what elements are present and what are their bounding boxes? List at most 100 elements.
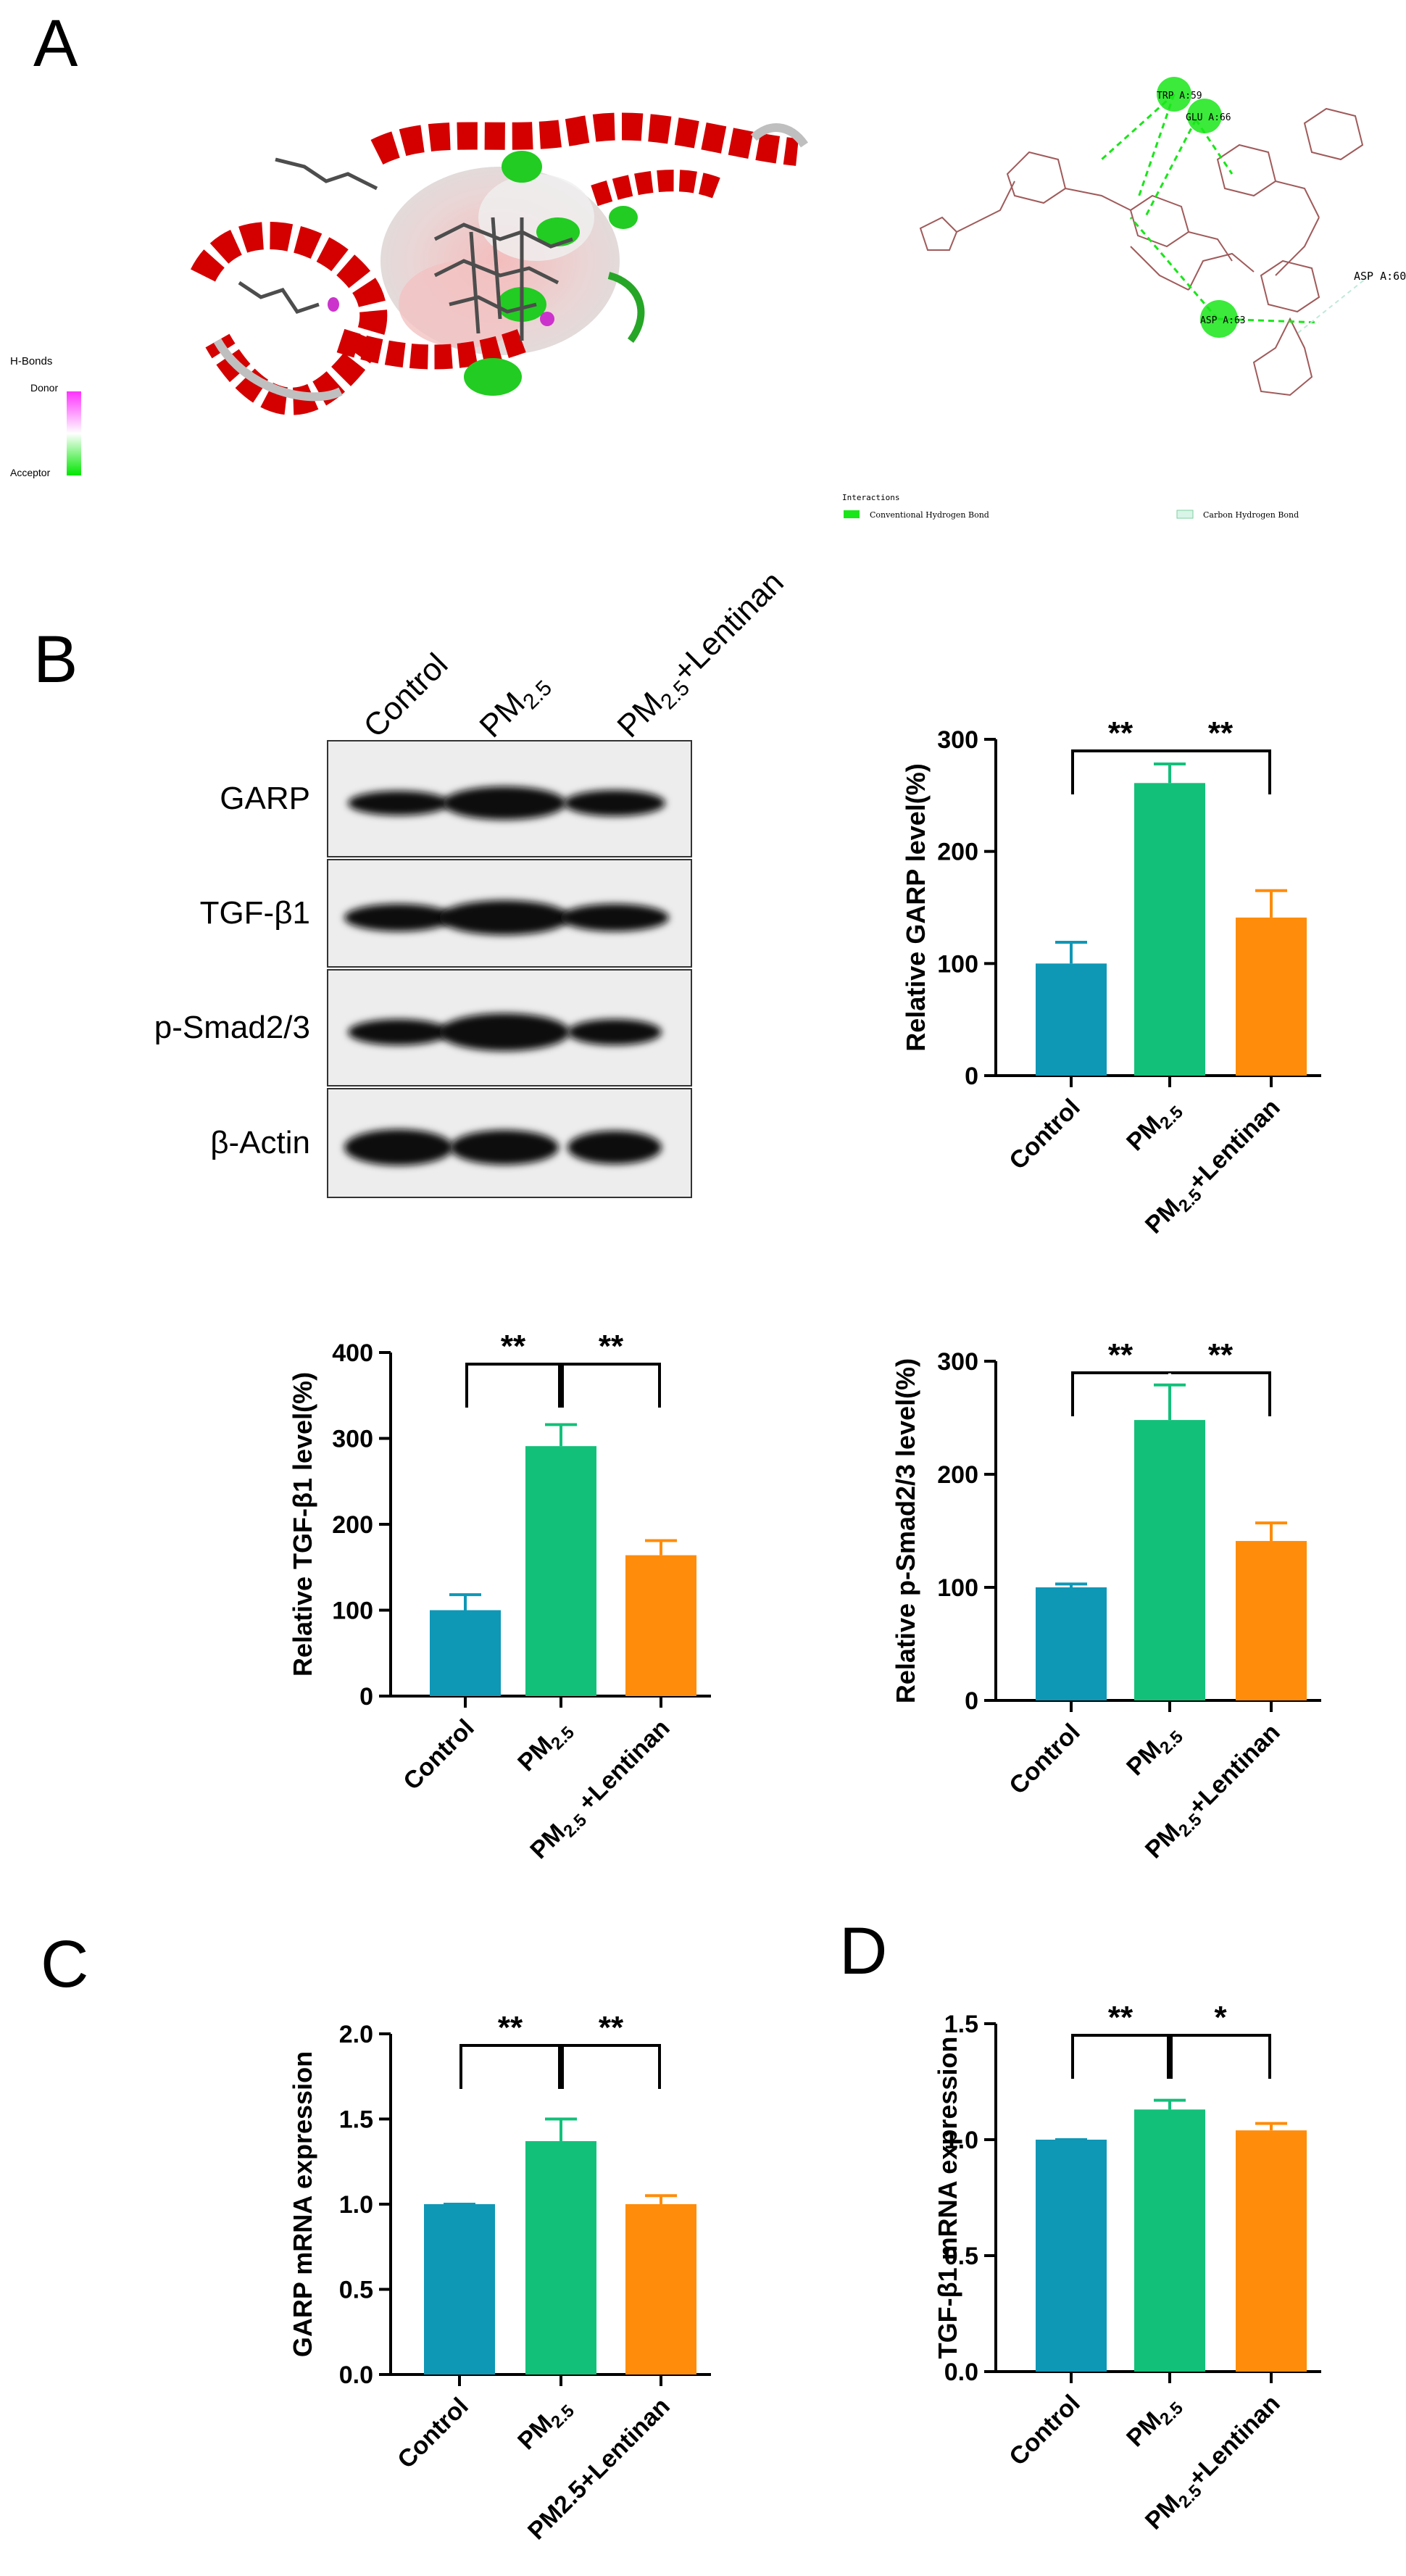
blot-band: [443, 786, 566, 820]
blot-protein-label: p-Smad2/3: [154, 1010, 310, 1045]
significance-label: **: [1208, 1337, 1234, 1373]
bar: [625, 2204, 696, 2375]
y-tick-label: 0: [359, 1683, 373, 1711]
residue-label: TRP A:59: [1157, 91, 1202, 101]
y-tick-label: 300: [332, 1426, 373, 1453]
chart-psmad_protein: 0 100 200 300 Relative p-Smad2/3 level(%) Con…: [891, 1337, 1321, 1867]
x-tick-label: Control: [398, 1714, 479, 1795]
residue-label: ASP A:63: [1200, 315, 1246, 326]
x-tick-label: Control: [1004, 2390, 1085, 2471]
protein-structure: [191, 112, 808, 415]
y-tick-label: 300: [937, 726, 978, 754]
significance-bracket: [1170, 1371, 1271, 1416]
bar: [1036, 963, 1107, 1076]
bar: [1036, 1587, 1107, 1700]
docking-figure: H-Bonds Donor Acceptor: [10, 77, 1406, 520]
y-tick-label: 400: [332, 1339, 373, 1367]
interactions-legend-title: Interactions: [842, 493, 899, 502]
y-tick-label: 100: [332, 1597, 373, 1625]
significance-label: **: [1108, 715, 1133, 751]
y-tick-label: 1.5: [339, 2106, 373, 2134]
bar: [1236, 1541, 1307, 1700]
y-tick-label: 1.0: [944, 2127, 978, 2154]
significance-bracket: [1071, 2034, 1170, 2079]
y-tick-label: 200: [332, 1511, 373, 1539]
panel-letter-c: C: [41, 1927, 89, 2001]
significance-bracket: [1170, 2034, 1271, 2079]
y-axis-label: Relative TGF-β1 level(%): [288, 1372, 317, 1677]
y-tick-label: 200: [937, 1461, 978, 1489]
bar: [424, 2204, 495, 2375]
bar: [1134, 2109, 1205, 2372]
residue-label: ASP A:60: [1354, 270, 1406, 283]
bar: [1134, 783, 1205, 1076]
legend-label-conventional: Conventional Hydrogen Bond: [870, 510, 989, 520]
residue-asp-a63: [1200, 300, 1238, 338]
y-tick-label: 1.0: [339, 2191, 373, 2219]
x-tick-label: Control: [1004, 1094, 1085, 1175]
panel-letter-d: D: [839, 1914, 888, 1988]
y-tick-label: 100: [937, 950, 978, 978]
x-tick-label: PM2.5: [1121, 1094, 1187, 1160]
x-tick-label: PM2.5: [1121, 2390, 1187, 2456]
y-tick-label: 0: [965, 1687, 978, 1715]
y-tick-label: 0.5: [944, 2243, 978, 2270]
blot-band: [450, 1130, 559, 1165]
residue-trp-a59: [1157, 77, 1191, 112]
y-tick-label: 0: [965, 1063, 978, 1090]
x-tick-label: Control: [1004, 1719, 1085, 1800]
chart-tgfb1_protein: 0 100 200 300 400 Relative TGF-β1 level(%) Con…: [288, 1329, 711, 1867]
panel-letter-a: A: [33, 7, 78, 80]
significance-label: **: [1108, 2000, 1133, 2035]
bar: [1036, 2140, 1107, 2372]
y-tick-label: 100: [937, 1574, 978, 1602]
y-axis-label: Relative GARP level(%): [901, 763, 931, 1052]
bar: [525, 2141, 596, 2375]
x-tick-label: PM2.5: [1121, 1719, 1187, 1784]
blot-band: [348, 791, 449, 815]
bar: [1236, 917, 1307, 1076]
blot-band: [344, 1129, 453, 1166]
blot-band: [344, 904, 453, 931]
blot-band: [564, 790, 665, 816]
bar: [430, 1610, 501, 1696]
y-tick-label: 0.0: [944, 2359, 978, 2386]
x-tick-label: PM2.5 +Lentinan: [525, 1714, 678, 1868]
interaction-diagram-2d: TRP A:59 GLU A:66 ASP A:63 ASP A:60: [919, 77, 1406, 396]
y-tick-label: 0.5: [339, 2277, 373, 2304]
significance-label: **: [1108, 1337, 1133, 1373]
chart-garp_mrna: 0.0 0.5 1.0 1.5 2.0 GARP mRNA expression Contr…: [288, 2010, 711, 2545]
bar: [525, 1446, 596, 1696]
blot-protein-label: GARP: [220, 781, 310, 816]
y-tick-label: 0.0: [339, 2361, 373, 2389]
legend-swatch-carbon: [1176, 510, 1194, 519]
significance-bracket: [459, 2044, 561, 2089]
blot-band: [439, 1013, 570, 1051]
residue-label: GLU A:66: [1186, 112, 1231, 123]
legend-swatch-conventional: [844, 510, 860, 518]
x-tick-label: PM2.5+Lentinan: [523, 2393, 675, 2546]
significance-bracket: [1071, 749, 1170, 794]
hbonds-legend-acceptor: Acceptor: [10, 467, 51, 478]
y-tick-label: 300: [937, 1348, 978, 1376]
y-axis-label: Relative p-Smad2/3 level(%): [891, 1358, 920, 1703]
significance-label: **: [599, 1329, 624, 1364]
hbonds-legend-donor: Donor: [30, 382, 58, 394]
residue-glu-a66: [1187, 99, 1222, 133]
significance-label: **: [1208, 715, 1234, 751]
blot-protein-label: TGF-β1: [200, 895, 310, 931]
hbonds-legend-title: H-Bonds: [10, 355, 52, 367]
legend-label-carbon: Carbon Hydrogen Bond: [1203, 510, 1299, 520]
blot-band: [560, 904, 669, 931]
y-tick-label: 200: [937, 839, 978, 866]
bar: [625, 1555, 696, 1696]
significance-bracket: [465, 1363, 561, 1408]
blot-band: [439, 900, 570, 935]
x-tick-label: PM2.5: [512, 1714, 578, 1780]
y-axis-label: TGF-β1 mRNA expression: [933, 2037, 962, 2359]
significance-label: **: [498, 2010, 523, 2045]
significance-bracket: [1071, 1371, 1170, 1416]
